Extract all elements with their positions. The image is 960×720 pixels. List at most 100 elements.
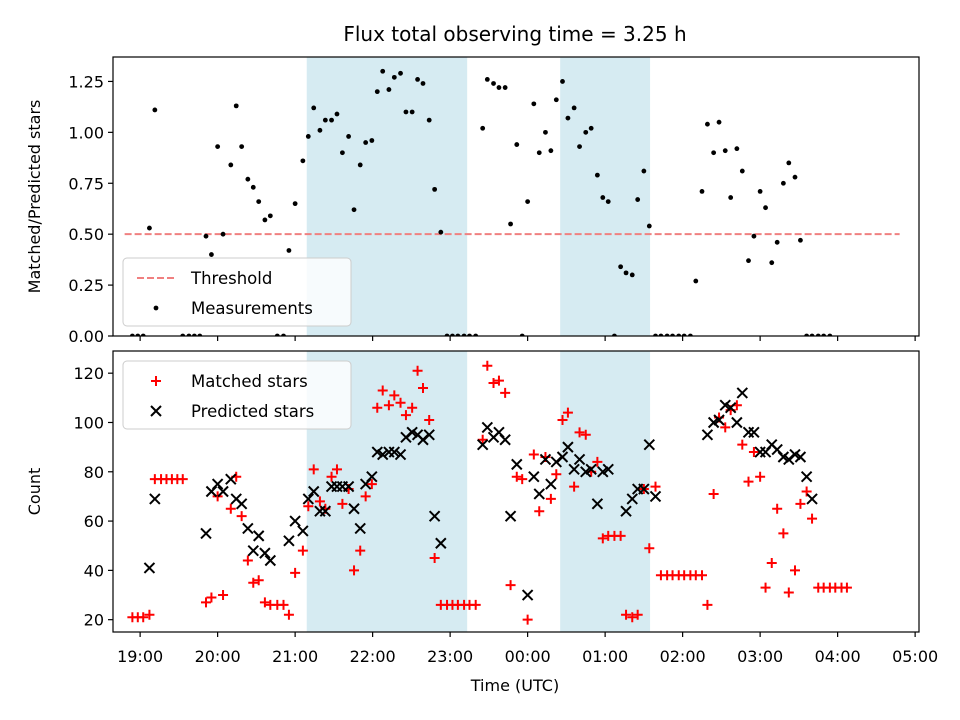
axes-frame: [112, 350, 920, 633]
x-tick-label: 03:00: [737, 647, 783, 666]
predicted-point: [794, 451, 807, 463]
measurement-point: [635, 197, 641, 202]
predicted-point: [539, 453, 552, 466]
bottom-panel: 20 40 60 80 100 120 19:00 20:00 21:00 22:00 23:00 0…: [25, 350, 938, 666]
predicted-point: [499, 434, 511, 446]
top-panel: 0.00 0.25 0.50 0.75 1.00 1.25 Matched/Predicte…: [25, 56, 920, 346]
measurement-point: [317, 127, 323, 133]
measurement-point: [705, 121, 710, 127]
predicted-point: [319, 505, 332, 517]
x-tick-label: 19:00: [117, 647, 163, 666]
matched-point: [383, 400, 394, 411]
measurement-point: [623, 270, 629, 276]
measurement-point: [769, 260, 775, 266]
measurement-point: [629, 272, 635, 278]
predicted-point: [521, 589, 534, 601]
matched-point: [783, 587, 794, 598]
matched-point: [551, 469, 562, 480]
legend: Matched stars Predicted stars: [122, 360, 352, 430]
measurement-point: [571, 105, 577, 111]
legend-label: Threshold: [190, 269, 272, 288]
predicted-point: [736, 387, 749, 399]
measurement-point: [531, 101, 537, 107]
predicted-point: [562, 441, 574, 453]
series-measurements: [129, 68, 833, 336]
matched-point: [545, 493, 556, 504]
measurement-point: [484, 77, 490, 82]
matched-point: [377, 385, 388, 396]
x-tick-label: 05:00: [892, 647, 938, 666]
matched-point: [644, 543, 655, 554]
y-tick-label: 100: [73, 413, 104, 432]
predicted-point: [713, 414, 725, 426]
y-axis-label: Matched/Predicted stars: [25, 100, 44, 294]
matched-point: [482, 360, 493, 371]
measurement-point: [728, 195, 734, 200]
x-tick-label: 01:00: [582, 647, 628, 666]
matched-point: [331, 464, 342, 475]
predicted-point: [585, 463, 597, 476]
matched-point: [766, 557, 777, 568]
measurement-point: [693, 278, 699, 284]
axes-frame: [112, 56, 920, 337]
matched-point: [278, 599, 289, 610]
measurement-point: [311, 105, 317, 111]
legend-matched-swatch: [151, 376, 161, 386]
measurement-point: [543, 129, 548, 135]
matched-point: [621, 609, 632, 620]
matched-point: [242, 555, 253, 566]
x-axis-label: Time (UTC): [470, 676, 559, 695]
matched-point: [218, 590, 229, 601]
matched-point: [212, 491, 223, 502]
matched-point: [702, 599, 713, 610]
measurement-point: [363, 140, 369, 145]
plot-area: [127, 360, 852, 625]
predicted-point: [511, 458, 523, 471]
legend-measurement-swatch: [153, 305, 159, 311]
predicted-point: [626, 493, 638, 505]
predicted-point: [149, 493, 161, 505]
matched-point: [795, 498, 806, 509]
matched-point: [290, 567, 301, 578]
measurement-point: [525, 199, 531, 204]
predicted-point: [476, 438, 489, 451]
y-tick-label: 0.50: [68, 225, 104, 244]
predicted-point: [748, 426, 760, 439]
matched-point: [395, 397, 406, 408]
measurement-point: [340, 150, 345, 156]
matched-point: [615, 530, 626, 541]
predicted-point: [297, 525, 309, 537]
predicted-point: [394, 448, 407, 461]
predicted-point: [308, 485, 320, 498]
x-tick-label: 22:00: [350, 647, 396, 666]
measurement-point: [646, 223, 652, 229]
matched-point: [326, 471, 337, 482]
legend-label: Measurements: [191, 299, 313, 318]
y-tick-label: 1.25: [68, 72, 104, 91]
measurement-point: [426, 117, 432, 123]
x-tick-label: 20:00: [195, 647, 241, 666]
y-tick-label: 60: [84, 512, 104, 531]
matched-point: [138, 612, 149, 623]
measurement-point: [286, 248, 292, 253]
measurement-point: [757, 189, 763, 194]
predicted-point: [225, 473, 237, 485]
predicted-point: [701, 429, 714, 441]
matched-point: [470, 599, 481, 610]
matched-point: [372, 402, 383, 413]
measurement-point: [763, 205, 768, 211]
measurement-point: [369, 138, 375, 143]
matched-point: [737, 439, 748, 450]
matched-point: [569, 481, 580, 492]
measurement-point: [514, 142, 520, 147]
predicted-point: [354, 522, 366, 535]
predicted-point: [504, 510, 517, 522]
matched-point: [201, 597, 211, 608]
measurement-point: [641, 168, 647, 174]
measurement-point: [502, 85, 508, 90]
predicted-point: [602, 463, 614, 476]
predicted-point: [348, 503, 360, 515]
matched-point: [366, 479, 377, 490]
predicted-point: [533, 488, 545, 500]
predicted-point: [242, 522, 254, 535]
